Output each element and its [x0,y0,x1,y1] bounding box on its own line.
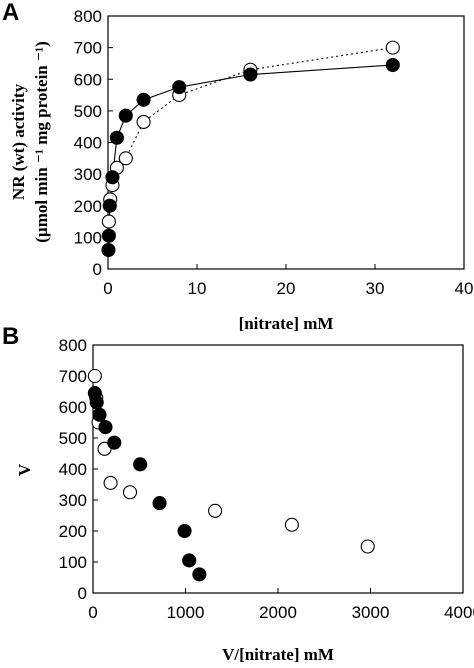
panel-b-y-ticks: 0 100 200 300 400 500 600 700 800 [59,336,98,603]
panel-a-y-axis-label-line2: (µmol min ⁻¹ mg protein ⁻¹) [32,41,51,242]
filled-data-point [118,108,133,123]
filled-data-point [107,435,122,450]
open-data-point [360,539,375,554]
x-tick-label: 4000 [444,603,474,622]
x-tick-label: 3000 [352,603,390,622]
open-data-point [118,151,133,166]
x-tick-label: 10 [188,279,207,298]
y-tick-label: 400 [59,460,87,479]
open-data-point [101,214,116,229]
y-tick-label: 600 [59,398,87,417]
y-tick-label: 700 [59,367,87,386]
x-tick-label: 20 [277,279,296,298]
y-tick-label: 200 [74,197,102,216]
filled-data-point [136,92,151,107]
y-tick-label: 600 [74,70,102,89]
filled-data-point [385,57,400,73]
x-tick-label: 30 [366,279,385,298]
panel-a-points [101,40,400,258]
filled-data-point [98,420,113,435]
panel-b-plot-frame [92,344,464,594]
y-tick-label: 100 [59,553,87,572]
y-tick-label: 400 [74,134,102,153]
open-data-point [103,475,118,491]
y-tick-label: 800 [74,7,102,26]
panel-b-points [87,368,375,582]
y-tick-label: 800 [59,336,87,355]
x-tick-label: 0 [103,279,112,298]
y-tick-label: 0 [78,584,87,603]
panel-a-plot-frame [107,15,465,270]
filled-data-point [101,242,116,258]
series-line-solid [107,64,393,251]
panel-b-x-axis-label: V/[nitrate] mM [222,645,334,664]
open-data-point [87,368,102,384]
filled-data-point [172,80,187,95]
filled-data-point [109,130,124,145]
y-tick-label: 200 [59,522,87,541]
open-data-point [122,485,138,500]
filled-data-point [92,407,107,422]
filled-data-point [177,523,192,539]
open-data-point [136,114,151,129]
filled-data-point [102,198,117,213]
filled-data-point [192,567,207,582]
y-tick-label: 0 [93,260,102,279]
panel-a-y-ticks: 0 100 200 300 400 500 600 700 800 [74,7,113,279]
y-tick-label: 700 [74,39,102,58]
filled-data-point [105,170,120,185]
filled-data-point [87,385,102,401]
panel-a-x-ticks: 0 10 20 30 40 [103,264,473,298]
panel-a: A 0 100 200 300 400 500 600 700 800 0 10 20 30 40 [n… [2,0,473,333]
x-tick-label: 2000 [259,603,297,622]
open-data-point [385,40,400,55]
open-data-point [208,503,223,518]
y-tick-label: 500 [59,429,87,448]
panel-b-label: B [2,323,19,350]
open-data-point [284,517,299,532]
filled-data-point [152,496,167,511]
panel-a-y-axis-label-line1: NR (wt) activity [9,83,28,200]
panel-a-x-axis-label: [nitrate] mM [239,314,334,333]
filled-data-point [182,553,197,568]
filled-data-point [101,228,116,243]
panel-b: B 0 100 200 300 400 500 600 700 800 0 1000 2000 300… [2,323,474,664]
panel-b-x-ticks: 0 1000 2000 3000 4000 [88,588,474,622]
y-tick-label: 100 [74,228,102,247]
filled-data-point [133,457,148,472]
x-tick-label: 1000 [167,603,205,622]
panel-a-label: A [2,0,19,26]
y-tick-label: 500 [74,102,102,121]
panel-b-y-axis-label: V [15,463,34,476]
filled-data-point [243,67,258,82]
y-tick-label: 300 [59,491,87,510]
x-tick-label: 40 [455,279,474,298]
x-tick-label: 0 [88,603,97,622]
y-tick-label: 300 [74,165,102,184]
